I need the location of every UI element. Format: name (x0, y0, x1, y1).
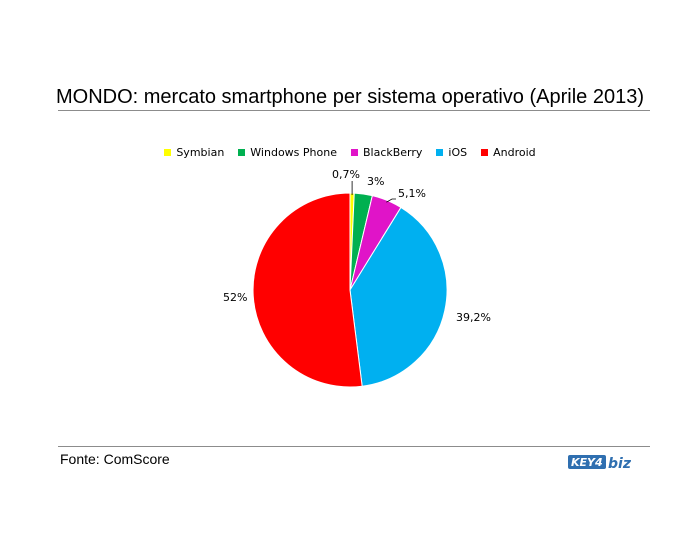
legend-swatch-windows-phone (238, 149, 246, 156)
slice-label-windows-phone: 3% (367, 175, 384, 188)
slice-label-blackberry: 5,1% (398, 187, 426, 200)
svg-text:biz: biz (608, 456, 632, 472)
svg-text:KEY4: KEY4 (571, 456, 603, 469)
pie-slice-ios (349, 206, 448, 387)
legend-label-blackberry: BlackBerry (362, 146, 423, 159)
leader-line-blackberry (386, 198, 396, 203)
legend-item-android: Android (481, 146, 536, 159)
legend-label-ios: iOS (448, 146, 468, 159)
slice-label-ios: 39,2% (456, 311, 491, 324)
legend-label-symbian: Symbian (176, 146, 225, 159)
legend-label-windows-phone: Windows Phone (250, 146, 337, 159)
legend-item-blackberry: BlackBerry (350, 146, 423, 159)
chart-legend: Symbian Windows Phone BlackBerry iOS And… (0, 146, 700, 159)
bottom-divider (58, 446, 650, 447)
chart-title: MONDO: mercato smartphone per sistema op… (55, 86, 644, 108)
pie-slice-android (252, 192, 363, 388)
legend-swatch-blackberry (350, 149, 358, 156)
slice-label-symbian: 0,7% (332, 168, 360, 181)
legend-item-symbian: Symbian (164, 146, 224, 159)
legend-label-android: Android (493, 146, 536, 159)
legend-item-ios: iOS (436, 146, 467, 159)
top-divider (58, 110, 650, 111)
legend-swatch-symbian (164, 149, 172, 156)
slice-label-android: 52% (223, 291, 247, 304)
legend-swatch-ios (436, 149, 444, 156)
legend-swatch-android (481, 149, 489, 156)
legend-item-windows-phone: Windows Phone (238, 146, 337, 159)
key4biz-logo: KEY4 biz (568, 455, 632, 472)
source-note: Fonte: ComScore (60, 451, 170, 467)
